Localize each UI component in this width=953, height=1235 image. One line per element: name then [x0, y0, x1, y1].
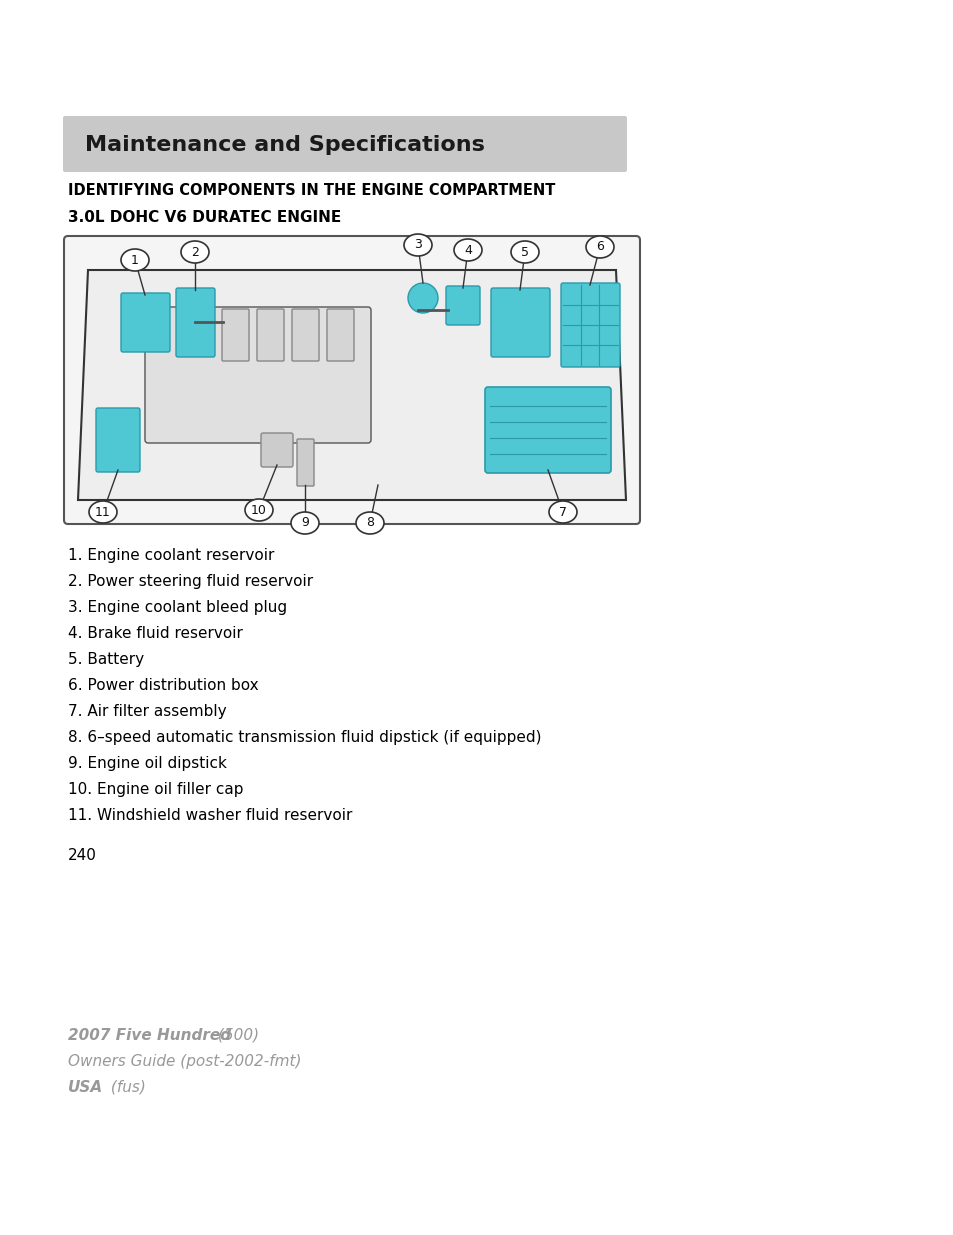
Ellipse shape [121, 249, 149, 270]
Text: 9: 9 [301, 516, 309, 530]
Text: 6: 6 [596, 241, 603, 253]
Text: 7. Air filter assembly: 7. Air filter assembly [68, 704, 227, 719]
Ellipse shape [291, 513, 318, 534]
Text: (fus): (fus) [106, 1079, 146, 1095]
FancyBboxPatch shape [446, 287, 479, 325]
FancyBboxPatch shape [560, 283, 619, 367]
Ellipse shape [585, 236, 614, 258]
Text: USA: USA [68, 1079, 103, 1095]
Text: 7: 7 [558, 505, 566, 519]
Text: 2: 2 [191, 246, 199, 258]
Text: 8. 6–speed automatic transmission fluid dipstick (if equipped): 8. 6–speed automatic transmission fluid … [68, 730, 541, 745]
Text: (500): (500) [213, 1028, 259, 1044]
FancyBboxPatch shape [145, 308, 371, 443]
Text: 10. Engine oil filler cap: 10. Engine oil filler cap [68, 782, 243, 797]
Text: 1: 1 [131, 253, 139, 267]
Text: 5. Battery: 5. Battery [68, 652, 144, 667]
FancyBboxPatch shape [256, 309, 284, 361]
Text: 4: 4 [463, 243, 472, 257]
FancyBboxPatch shape [491, 288, 550, 357]
Ellipse shape [454, 240, 481, 261]
Ellipse shape [181, 241, 209, 263]
Text: Maintenance and Specifications: Maintenance and Specifications [85, 135, 484, 156]
Text: 6. Power distribution box: 6. Power distribution box [68, 678, 258, 693]
Text: 3. Engine coolant bleed plug: 3. Engine coolant bleed plug [68, 600, 287, 615]
Text: 3: 3 [414, 238, 421, 252]
Text: 4. Brake fluid reservoir: 4. Brake fluid reservoir [68, 626, 243, 641]
Text: 3.0L DOHC V6 DURATEC ENGINE: 3.0L DOHC V6 DURATEC ENGINE [68, 210, 341, 225]
FancyBboxPatch shape [64, 236, 639, 524]
Text: 10: 10 [251, 504, 267, 516]
FancyBboxPatch shape [292, 309, 318, 361]
FancyBboxPatch shape [63, 116, 626, 172]
Ellipse shape [245, 499, 273, 521]
Text: 5: 5 [520, 246, 529, 258]
Text: 9. Engine oil dipstick: 9. Engine oil dipstick [68, 756, 227, 771]
FancyBboxPatch shape [175, 288, 214, 357]
FancyBboxPatch shape [484, 387, 610, 473]
Text: 11: 11 [95, 505, 111, 519]
Text: 240: 240 [68, 848, 97, 863]
Circle shape [408, 283, 437, 312]
Text: IDENTIFYING COMPONENTS IN THE ENGINE COMPARTMENT: IDENTIFYING COMPONENTS IN THE ENGINE COM… [68, 183, 555, 198]
Ellipse shape [511, 241, 538, 263]
Text: 1. Engine coolant reservoir: 1. Engine coolant reservoir [68, 548, 274, 563]
FancyBboxPatch shape [222, 309, 249, 361]
FancyBboxPatch shape [327, 309, 354, 361]
Ellipse shape [403, 233, 432, 256]
Text: 2. Power steering fluid reservoir: 2. Power steering fluid reservoir [68, 574, 313, 589]
Ellipse shape [89, 501, 117, 522]
FancyBboxPatch shape [261, 433, 293, 467]
Text: Owners Guide (post-2002-fmt): Owners Guide (post-2002-fmt) [68, 1053, 301, 1070]
Polygon shape [78, 270, 625, 500]
Text: 2007 Five Hundred: 2007 Five Hundred [68, 1028, 231, 1044]
Text: 8: 8 [366, 516, 374, 530]
Ellipse shape [548, 501, 577, 522]
Text: 11. Windshield washer fluid reservoir: 11. Windshield washer fluid reservoir [68, 808, 352, 823]
FancyBboxPatch shape [296, 438, 314, 487]
FancyBboxPatch shape [96, 408, 140, 472]
FancyBboxPatch shape [121, 293, 170, 352]
Ellipse shape [355, 513, 384, 534]
